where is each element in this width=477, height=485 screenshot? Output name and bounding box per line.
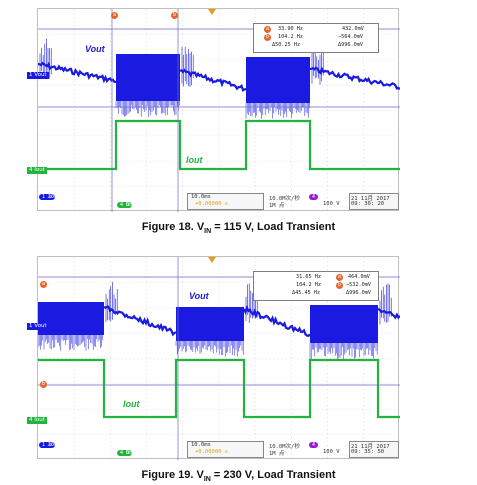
timebase-box — [187, 441, 264, 458]
vout-burst-band — [176, 307, 244, 341]
scope-screen-fig18: 33.90 Hz 104.2 Hz Δ50.25 Hz 432.0mV −564… — [37, 8, 400, 212]
vout-ripple — [175, 341, 244, 357]
time-value: 09: 30: 20 — [351, 201, 385, 207]
marker-b-icon: b — [40, 381, 47, 388]
timebase-value: 10.0ms — [191, 194, 211, 200]
vout-burst-band — [310, 305, 378, 343]
ch1-scale-badge: 1 200mV ∿ — [39, 442, 63, 448]
trigger-source-badge: 4 — [309, 194, 319, 200]
trigger-position: +0.00000 s — [195, 201, 229, 207]
meas-v2: −532.0mV — [346, 282, 371, 288]
record-length: 1M 点 — [269, 203, 285, 209]
vout-spikes — [379, 283, 392, 325]
trigger-marker-icon — [208, 9, 216, 15]
ch4-scale-badge: 4 500mA Ω — [117, 450, 141, 456]
oscilloscope-waveforms-fig19 — [38, 257, 400, 460]
cursor-a-icon: a — [336, 274, 343, 281]
cursor-measurements-fig19: 31.65 Hz 104.2 Hz Δ45.45 Hz 464.0mV −532… — [253, 271, 379, 301]
oscilloscope-waveforms-fig18 — [38, 9, 400, 212]
status-bar-fig18: 1 200mV ∿ 4 500mA Ω 10.0ms +0.00000 s 10… — [37, 192, 399, 210]
trigger-marker-icon — [208, 257, 216, 263]
vout-trace-segment — [103, 305, 177, 337]
trigger-level: 100 V — [323, 201, 340, 207]
ch4-scale-badge: 4 500mA Ω — [117, 202, 141, 208]
meas-dv: Δ996.0mV — [346, 290, 371, 296]
timebase-value: 10.0ms — [191, 442, 211, 448]
timebase-box — [187, 193, 264, 210]
vout-trace-segment — [377, 307, 400, 320]
sample-rate: 10.0M次/秒 — [269, 196, 300, 202]
marker-a-icon: a — [40, 281, 47, 288]
vout-ripple — [245, 103, 310, 119]
vout-spikes — [105, 281, 118, 323]
ch4-tag: 4 Iout — [27, 417, 47, 424]
ch1-tag: 1 Vout — [27, 323, 49, 330]
vout-burst-band — [38, 302, 104, 335]
meas-freq2: 104.2 Hz — [296, 282, 321, 288]
iout-trace — [38, 119, 400, 171]
meas-freq1: 31.65 Hz — [296, 274, 321, 280]
vout-trace-segment — [309, 66, 400, 90]
sample-rate: 10.0M次/秒 — [269, 444, 300, 450]
trigger-position: +0.00000 s — [195, 449, 229, 455]
vout-burst-band — [246, 57, 310, 103]
marker-b-icon: b — [171, 12, 178, 19]
meas-dv: Δ996.0mV — [338, 42, 363, 48]
ch1-scale-badge: 1 200mV ∿ — [39, 194, 63, 200]
vout-ripple — [38, 335, 104, 351]
vout-ripple — [115, 101, 180, 117]
meas-freq2: 104.2 Hz — [278, 34, 303, 40]
iout-label: Iout — [123, 399, 140, 409]
vout-spikes — [181, 46, 194, 87]
marker-a-icon: a — [111, 12, 118, 19]
cursor-measurements-fig18: 33.90 Hz 104.2 Hz Δ50.25 Hz 432.0mV −564… — [253, 23, 379, 53]
vout-spikes — [39, 38, 52, 79]
ch4-tag: 4 Iout — [27, 167, 47, 174]
status-bar-fig19: 1 200mV ∿ 4 500mA Ω 10.0ms +0.00000 s 10… — [37, 440, 399, 458]
meas-v1: 432.0mV — [342, 26, 364, 32]
vout-trace-segment — [243, 305, 311, 337]
meas-freq1: 33.90 Hz — [278, 26, 303, 32]
vout-burst-band — [116, 54, 180, 101]
vout-label: Vout — [85, 44, 105, 54]
time-value: 09: 35: 50 — [351, 449, 385, 455]
meas-dfreq: Δ45.45 Hz — [292, 290, 321, 296]
iout-trace — [38, 358, 400, 419]
scope-screen-fig19: 31.65 Hz 104.2 Hz Δ45.45 Hz 464.0mV −532… — [37, 256, 400, 460]
caption-fig18: Figure 18. VIN = 115 V, Load Transient — [141, 221, 336, 236]
cursor-b-icon: b — [264, 34, 271, 41]
datetime-box — [349, 193, 399, 210]
iout-label: Iout — [186, 155, 203, 165]
meas-dfreq: Δ50.25 Hz — [272, 42, 301, 48]
date-value: 21 11月 2017 — [351, 196, 390, 202]
trigger-source-badge: 4 — [309, 442, 319, 448]
vout-label: Vout — [189, 291, 209, 301]
record-length: 1M 点 — [269, 451, 285, 457]
meas-v2: −564.0mV — [338, 34, 363, 40]
datetime-box — [349, 441, 399, 458]
vout-ripple — [309, 343, 378, 359]
trigger-level: 100 V — [323, 449, 340, 455]
cursor-a-icon: a — [264, 26, 271, 33]
vout-trace-segment — [179, 68, 247, 92]
vout-spikes — [311, 45, 324, 85]
meas-v1: 464.0mV — [348, 274, 370, 280]
caption-fig19: Figure 19. VIN = 230 V, Load Transient — [141, 469, 336, 484]
cursor-b-icon: b — [336, 282, 343, 289]
ch1-tag: 1 Vout — [27, 72, 49, 79]
date-value: 21 11月 2017 — [351, 444, 390, 450]
